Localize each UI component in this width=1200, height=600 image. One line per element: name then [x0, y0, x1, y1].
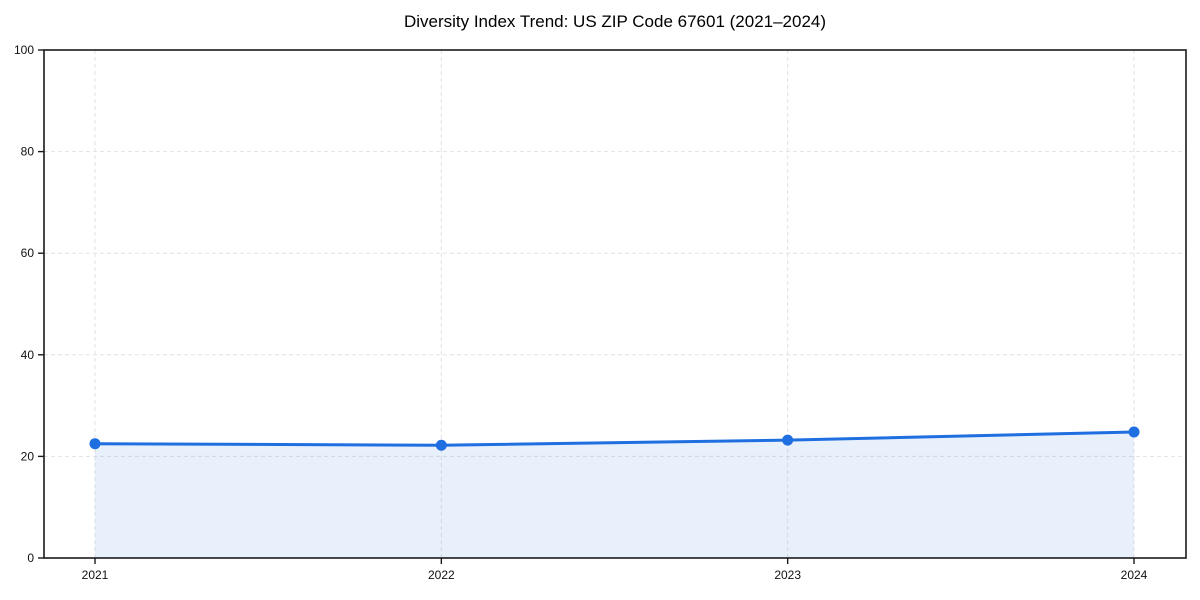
- trend-line: [93, 430, 1136, 447]
- plot-border: [43, 49, 1187, 559]
- y-tick-label: 0: [27, 551, 34, 565]
- data-point-marker: [782, 434, 794, 446]
- y-tick-label: 60: [21, 246, 35, 260]
- y-tick-label: 100: [14, 43, 34, 57]
- y-tick-label: 20: [21, 449, 35, 463]
- area-fill: [95, 432, 1134, 558]
- y-tick-label: 40: [21, 348, 35, 362]
- data-point-marker: [1128, 426, 1140, 438]
- x-tick-label: 2022: [428, 568, 455, 582]
- x-tick-label: 2021: [82, 568, 109, 582]
- data-point-marker: [435, 439, 447, 451]
- x-tick-label: 2023: [774, 568, 801, 582]
- data-point-marker: [89, 438, 101, 450]
- y-tick-label: 80: [21, 145, 35, 159]
- x-tick-label: 2024: [1121, 568, 1148, 582]
- chart-title: Diversity Index Trend: US ZIP Code 67601…: [403, 12, 827, 31]
